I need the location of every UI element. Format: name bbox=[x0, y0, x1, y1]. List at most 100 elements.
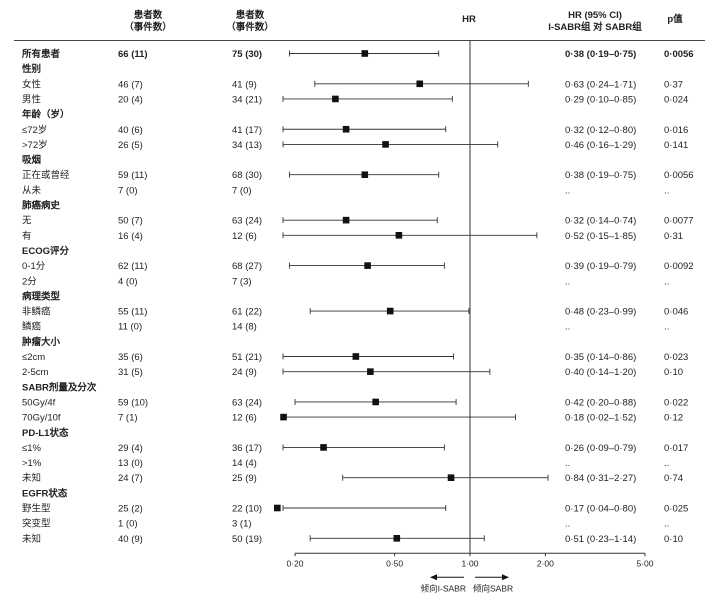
p-value: 0·046 bbox=[664, 307, 688, 318]
hr-point-marker bbox=[361, 171, 369, 178]
table-row: 野生型 25 (2) 22 (10) 0·17 (0·04–0·80) 0·025 bbox=[22, 503, 688, 515]
group-label: 肺癌病史 bbox=[21, 200, 61, 212]
p-value-header: p值 bbox=[667, 13, 683, 25]
table-row: 无 50 (7) 63 (24) 0·32 (0·14–0·74) 0·0077 bbox=[22, 216, 694, 227]
row-label: 男性 bbox=[22, 93, 42, 105]
sabr-patients-events: 36 (17) bbox=[232, 443, 262, 454]
isabr-patients-events: 20 (4) bbox=[118, 94, 143, 105]
sabr-patients-events: 63 (24) bbox=[232, 216, 262, 227]
row-label: 有 bbox=[22, 230, 32, 242]
hr-ci-value: 0·38 (0·19–0·75) bbox=[565, 170, 636, 181]
row-label: 从未 bbox=[22, 184, 42, 196]
table-row: >72岁 26 (5) 34 (13) 0·46 (0·16–1·29) 0·141 bbox=[22, 139, 688, 151]
isabr-patients-events: 29 (4) bbox=[118, 443, 143, 454]
hr-ci-value: 0·38 (0·19–0·75) bbox=[565, 49, 636, 60]
hr-point-marker bbox=[416, 80, 424, 88]
isabr-patients-events: 59 (10) bbox=[118, 397, 148, 408]
p-value: 0·022 bbox=[664, 397, 688, 408]
row-label: >1% bbox=[22, 458, 42, 469]
table-row: 所有患者 66 (11) 75 (30) 0·38 (0·19–0·75) 0·0056 bbox=[22, 48, 694, 60]
p-value: 0·024 bbox=[664, 94, 688, 105]
x-axis: 0·20 0·50 1·00 2·00 5·00 倾向I-SABR 倾向SABR bbox=[286, 552, 654, 593]
x-tick-label: 5·00 bbox=[636, 558, 653, 568]
p-value: 0·0077 bbox=[664, 216, 694, 227]
hr-header: HR bbox=[462, 14, 476, 25]
p-value: 0·0056 bbox=[664, 49, 694, 60]
sabr-patients-events: 68 (30) bbox=[232, 170, 262, 181]
sabr-patients-events: 14 (8) bbox=[232, 322, 257, 333]
table-row: 未知 24 (7) 25 (9) 0·84 (0·31–2·27) 0·74 bbox=[22, 472, 683, 484]
table-row: 正在或曾经 59 (11) 68 (30) 0·38 (0·19–0·75) 0·005… bbox=[22, 169, 694, 181]
col1-header-patients: 患者数 bbox=[134, 9, 163, 21]
p-value: 0·12 bbox=[664, 413, 683, 424]
x-tick-label: 2·00 bbox=[537, 558, 554, 568]
group-header-row: 肿瘤大小 bbox=[22, 336, 61, 348]
p-value: .. bbox=[664, 458, 669, 469]
row-label: ≤2cm bbox=[22, 352, 45, 363]
sabr-patients-events: 22 (10) bbox=[232, 504, 262, 515]
hr-ci-value: 0·52 (0·15–1·85) bbox=[565, 231, 636, 242]
hr-ci-value: 0·32 (0·14–0·74) bbox=[565, 216, 636, 227]
hr-ci-value: 0·48 (0·23–0·99) bbox=[565, 307, 636, 318]
isabr-patients-events: 46 (7) bbox=[118, 79, 143, 90]
x-tick-label: 0·20 bbox=[286, 558, 303, 568]
group-label: 性别 bbox=[22, 63, 41, 75]
hr-point-marker bbox=[320, 444, 327, 451]
group-label: 吸烟 bbox=[22, 154, 41, 166]
row-label: 2-5cm bbox=[22, 367, 48, 378]
table-row: ≤1% 29 (4) 36 (17) 0·26 (0·09–0·79) 0·017 bbox=[22, 443, 688, 454]
favors-right-label: 倾向SABR bbox=[473, 583, 513, 593]
table-row: >1% 13 (0) 14 (4).... bbox=[22, 458, 669, 469]
table-row: 2分 4 (0) 7 (3).... bbox=[22, 276, 669, 287]
hr-ci-value: 0·29 (0·10–0·85) bbox=[565, 94, 636, 105]
hr-point-marker bbox=[342, 125, 350, 133]
column-headers: 患者数（事件数）患者数（事件数）HR HR (95% CI)I-SABR组 对 S… bbox=[14, 9, 705, 41]
hr-ci-value: 0·18 (0·02–1·52) bbox=[565, 413, 636, 424]
hr-point-marker bbox=[372, 398, 379, 406]
isabr-patients-events: 13 (0) bbox=[118, 458, 143, 469]
isabr-patients-events: 11 (0) bbox=[118, 322, 142, 333]
sabr-patients-events: 12 (6) bbox=[232, 413, 257, 424]
hr-point-marker bbox=[352, 353, 360, 360]
hr-ci-value: 0·42 (0·20–0·88) bbox=[565, 397, 636, 408]
sabr-patients-events: 7 (0) bbox=[232, 185, 252, 196]
isabr-patients-events: 26 (5) bbox=[118, 140, 143, 151]
isabr-patients-events: 24 (7) bbox=[118, 473, 143, 484]
sabr-patients-events: 7 (3) bbox=[232, 276, 252, 287]
isabr-patients-events: 31 (5) bbox=[118, 367, 143, 378]
sabr-patients-events: 34 (21) bbox=[232, 94, 262, 105]
group-label: EGFR状态 bbox=[22, 487, 68, 499]
sabr-patients-events: 25 (9) bbox=[232, 473, 257, 484]
sabr-patients-events: 51 (21) bbox=[232, 352, 262, 363]
hr-ci-value: 0·51 (0·23–1·14) bbox=[565, 534, 636, 545]
favors-left-label: 倾向I-SABR bbox=[421, 583, 466, 593]
hr-point-marker bbox=[367, 368, 374, 375]
p-value: 0·017 bbox=[664, 443, 688, 454]
hr-ci-value: 0·40 (0·14–1·20) bbox=[565, 367, 636, 378]
hr-point-marker bbox=[447, 474, 455, 481]
sabr-patients-events: 24 (9) bbox=[232, 367, 257, 378]
hr-ci-value: 0·39 (0·19–0·79) bbox=[565, 261, 636, 272]
x-tick-label: 0·50 bbox=[386, 558, 403, 568]
sabr-patients-events: 12 (6) bbox=[232, 231, 257, 242]
table-rows: 所有患者 66 (11) 75 (30) 0·38 (0·19–0·75) 0·0056… bbox=[21, 48, 694, 545]
table-row: ≤2cm 35 (6) 51 (21) 0·35 (0·14–0·86) 0·023 bbox=[22, 352, 688, 363]
hr-ci-value: 0·35 (0·14–0·86) bbox=[565, 352, 636, 363]
isabr-patients-events: 7 (1) bbox=[118, 413, 138, 424]
group-label: 肿瘤大小 bbox=[22, 336, 61, 348]
hr-ci-value: 0·32 (0·12–0·80) bbox=[565, 125, 636, 136]
table-row: ≤72岁 40 (6) 41 (17) 0·32 (0·12–0·80) 0·016 bbox=[22, 124, 688, 136]
row-label: ≤72岁 bbox=[22, 124, 47, 136]
hr-point-marker bbox=[364, 262, 371, 269]
row-label: ≤1% bbox=[22, 443, 41, 454]
group-label: 年龄（岁） bbox=[22, 109, 70, 121]
sabr-patients-events: 41 (17) bbox=[232, 125, 262, 136]
isabr-patients-events: 66 (11) bbox=[118, 49, 148, 60]
hr-ci-value: 0·46 (0·16–1·29) bbox=[565, 140, 636, 151]
isabr-patients-events: 50 (7) bbox=[118, 216, 143, 227]
row-label: >72岁 bbox=[22, 139, 48, 151]
group-label: PD-L1状态 bbox=[22, 427, 69, 439]
row-label: 70Gy/10f bbox=[22, 413, 61, 424]
table-row: 未知 40 (9) 50 (19) 0·51 (0·23–1·14) 0·10 bbox=[22, 533, 683, 545]
